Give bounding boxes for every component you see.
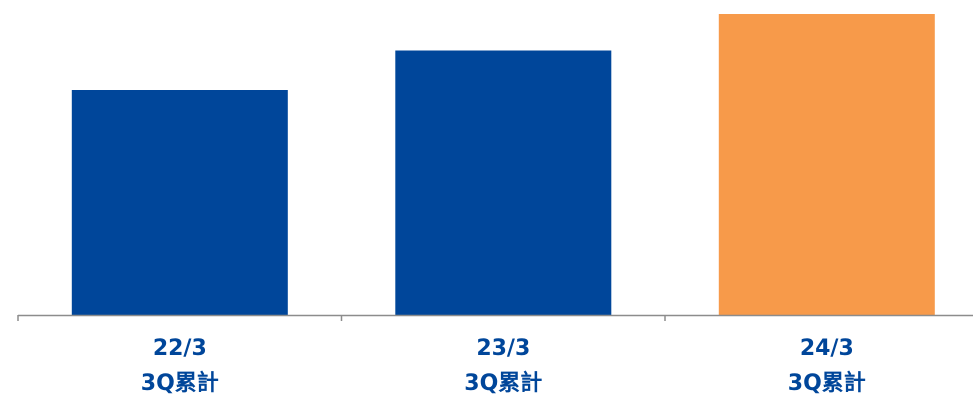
x-axis	[17, 314, 973, 321]
bar-1	[395, 50, 612, 315]
x-tick-label-quarter: 3Q累計	[788, 370, 866, 396]
bars-group	[71, 14, 935, 315]
x-tick-labels: 22/3 3Q累計 23/3 3Q累計 24/3 3Q累計	[141, 336, 866, 396]
x-tick-label-quarter: 3Q累計	[464, 370, 542, 396]
x-tick-label-period: 23/3	[476, 336, 530, 361]
x-tick-label-0: 22/3 3Q累計	[141, 336, 219, 396]
x-tick-label-1: 23/3 3Q累計	[464, 336, 542, 396]
x-tick-label-quarter: 3Q累計	[141, 370, 219, 396]
bar-0	[71, 90, 288, 315]
x-tick-label-period: 24/3	[800, 336, 854, 361]
x-tick-label-period: 22/3	[153, 336, 207, 361]
bar-2	[718, 14, 935, 315]
x-tick-label-2: 24/3 3Q累計	[788, 336, 866, 396]
